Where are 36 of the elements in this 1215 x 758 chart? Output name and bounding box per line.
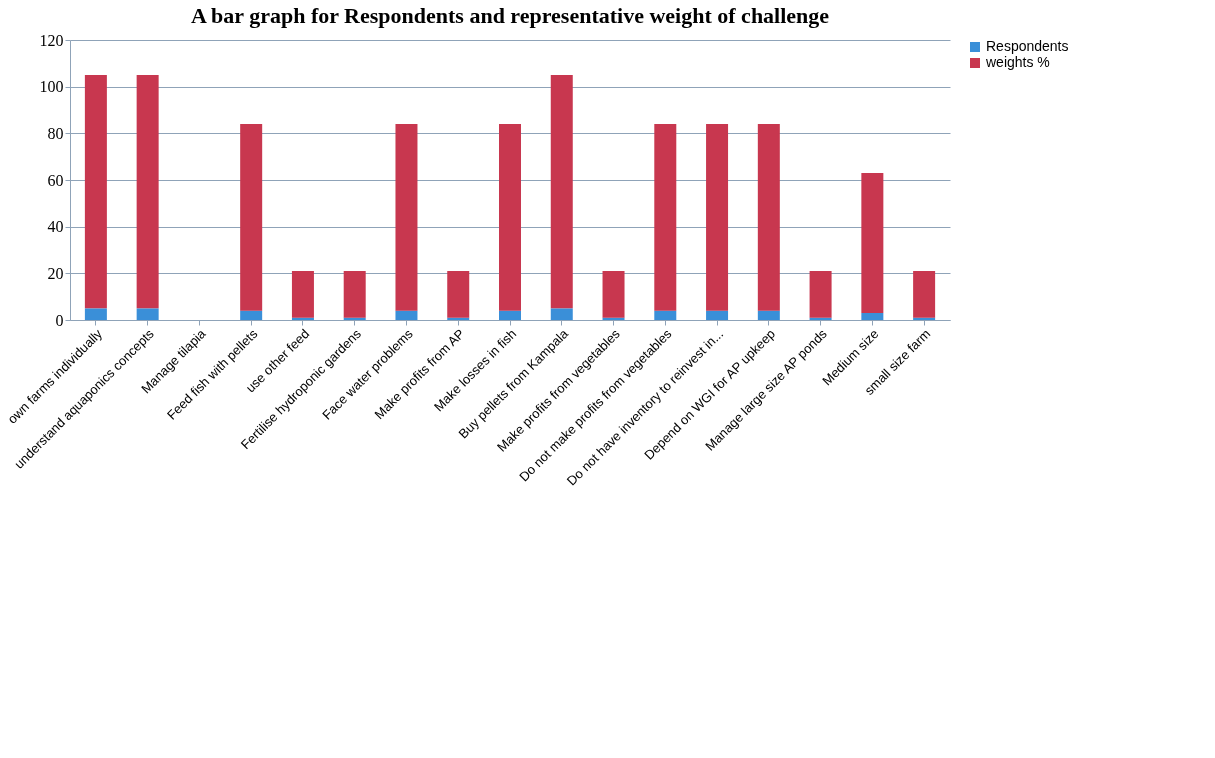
bar (343, 271, 366, 318)
bar (395, 124, 418, 311)
bar (136, 308, 159, 320)
y-tick-label: 120 (39, 31, 64, 49)
bar (861, 173, 884, 313)
bar (654, 124, 677, 311)
bar (447, 271, 470, 318)
y-tick-label: 40 (47, 218, 64, 236)
bar (84, 75, 107, 309)
bar (499, 124, 521, 311)
bar (550, 75, 573, 309)
y-tick-label: 20 (47, 264, 64, 282)
chart-title: A bar graph for Respondents and representative weight of challenge (190, 3, 830, 28)
bar (550, 308, 573, 320)
bar (861, 313, 884, 320)
bar (706, 310, 729, 320)
bar (757, 124, 780, 311)
bar (913, 271, 936, 318)
y-tick-label: 80 (47, 124, 64, 142)
bar (602, 271, 625, 318)
bar (240, 124, 263, 311)
legend-label: weights % (985, 54, 1050, 70)
y-tick-label: 60 (47, 171, 64, 189)
y-tick-label: 0 (55, 311, 64, 329)
legend-label: Respondents (986, 38, 1069, 54)
bar (84, 308, 107, 320)
bar (654, 310, 677, 320)
bar (395, 310, 418, 320)
y-tick-label: 100 (39, 78, 64, 96)
bar (499, 310, 521, 320)
bar (757, 310, 780, 320)
bar (291, 271, 314, 318)
bar (706, 124, 729, 311)
bar (809, 271, 832, 318)
bar (240, 310, 263, 320)
bar (136, 75, 159, 309)
